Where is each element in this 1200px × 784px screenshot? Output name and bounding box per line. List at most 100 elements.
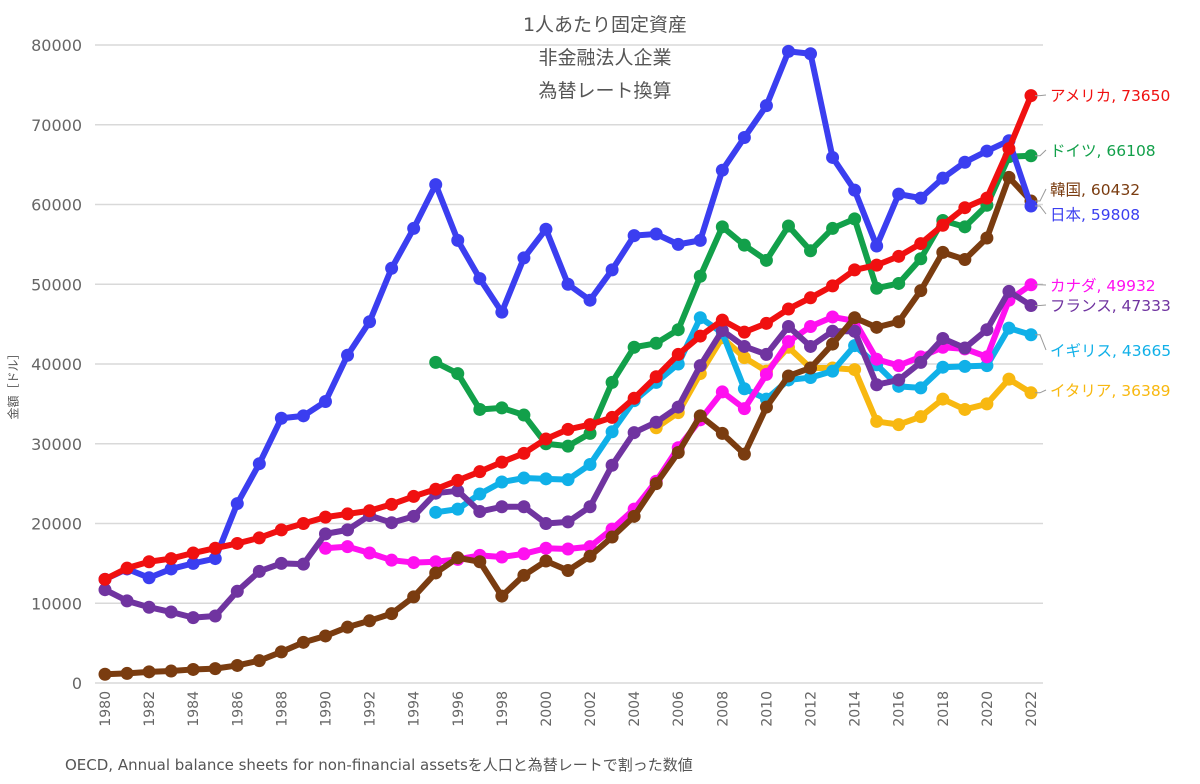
series-end-label: アメリカ, 73650 — [1050, 87, 1170, 105]
data-point — [804, 371, 818, 385]
data-point — [451, 551, 465, 565]
data-point — [230, 497, 244, 511]
data-point — [848, 324, 862, 338]
data-point — [142, 571, 156, 585]
data-point — [737, 131, 751, 145]
data-point — [693, 233, 707, 247]
data-point — [561, 473, 575, 487]
data-point — [914, 237, 928, 251]
data-point — [1024, 89, 1038, 103]
data-point — [914, 410, 928, 424]
data-point — [583, 418, 597, 432]
data-point — [759, 253, 773, 267]
data-point — [451, 367, 465, 381]
data-point — [495, 550, 509, 564]
data-point — [914, 191, 928, 205]
data-point — [561, 564, 575, 578]
data-point — [759, 347, 773, 361]
data-point — [759, 99, 773, 113]
data-point — [826, 279, 840, 293]
data-point — [892, 249, 906, 263]
data-point — [826, 221, 840, 235]
y-tick-label: 70000 — [31, 116, 82, 135]
data-point — [848, 212, 862, 226]
data-point — [341, 620, 355, 634]
data-point — [98, 583, 112, 597]
data-point — [230, 536, 244, 550]
data-point — [473, 272, 487, 286]
data-point — [671, 347, 685, 361]
data-point — [826, 310, 840, 324]
data-point — [561, 515, 575, 529]
series-韓国: 韓国, 60432 — [98, 170, 1140, 681]
data-point — [473, 465, 487, 479]
data-point — [892, 359, 906, 373]
data-point — [407, 556, 421, 570]
data-point — [892, 373, 906, 387]
series-フランス: フランス, 47333 — [98, 284, 1171, 625]
data-point — [186, 546, 200, 560]
data-point — [870, 414, 884, 428]
data-point — [804, 47, 818, 61]
data-point — [473, 487, 487, 501]
data-point — [693, 311, 707, 325]
data-point — [848, 311, 862, 325]
data-point — [737, 339, 751, 353]
data-point — [980, 144, 994, 158]
series-イギリス: イギリス, 43665 — [429, 311, 1171, 519]
data-point — [627, 340, 641, 354]
data-point — [870, 378, 884, 392]
y-axis-label: 金額［ドル］ — [6, 347, 21, 420]
x-tick-label: 2006 — [671, 691, 687, 727]
y-tick-label: 50000 — [31, 275, 82, 294]
x-tick-label: 1982 — [142, 691, 158, 727]
data-point — [980, 323, 994, 337]
data-point — [407, 489, 421, 503]
data-point — [429, 555, 443, 569]
data-point — [252, 564, 266, 578]
data-point — [1024, 199, 1038, 213]
data-point — [1024, 278, 1038, 292]
data-point — [341, 348, 355, 362]
y-tick-label: 20000 — [31, 515, 82, 534]
data-point — [671, 446, 685, 460]
data-point — [737, 325, 751, 339]
series-end-label: イギリス, 43665 — [1050, 342, 1171, 360]
series-アメリカ: アメリカ, 73650 — [98, 87, 1170, 586]
x-tick-label: 1990 — [318, 691, 334, 727]
data-point — [627, 426, 641, 440]
data-point — [517, 471, 531, 485]
data-point — [539, 541, 553, 555]
data-point — [958, 341, 972, 355]
y-tick-label: 30000 — [31, 435, 82, 454]
data-point — [385, 516, 399, 530]
data-point — [627, 509, 641, 523]
x-tick-label: 2014 — [848, 691, 864, 727]
data-point — [715, 324, 729, 338]
label-leader-line — [1035, 389, 1047, 394]
data-point — [715, 426, 729, 440]
series-line — [102, 92, 1034, 583]
data-point — [186, 611, 200, 625]
data-point — [605, 458, 619, 472]
x-tick-label: 2012 — [804, 691, 820, 727]
data-point — [914, 355, 928, 369]
data-point — [120, 594, 134, 608]
data-point — [451, 502, 465, 516]
data-point — [517, 568, 531, 582]
data-point — [517, 547, 531, 561]
data-point — [429, 505, 443, 519]
label-leader-line — [1035, 149, 1047, 157]
series-end-label: イタリア, 36389 — [1050, 382, 1171, 400]
data-point — [318, 510, 332, 524]
data-point — [892, 187, 906, 201]
data-point — [341, 523, 355, 537]
data-point — [848, 263, 862, 277]
y-tick-label: 0 — [72, 674, 82, 693]
data-point — [605, 425, 619, 439]
data-point — [848, 363, 862, 377]
data-point — [781, 320, 795, 334]
title-text-2: 非金融法人企業 — [532, 47, 678, 69]
x-tick-label: 1998 — [495, 691, 511, 727]
